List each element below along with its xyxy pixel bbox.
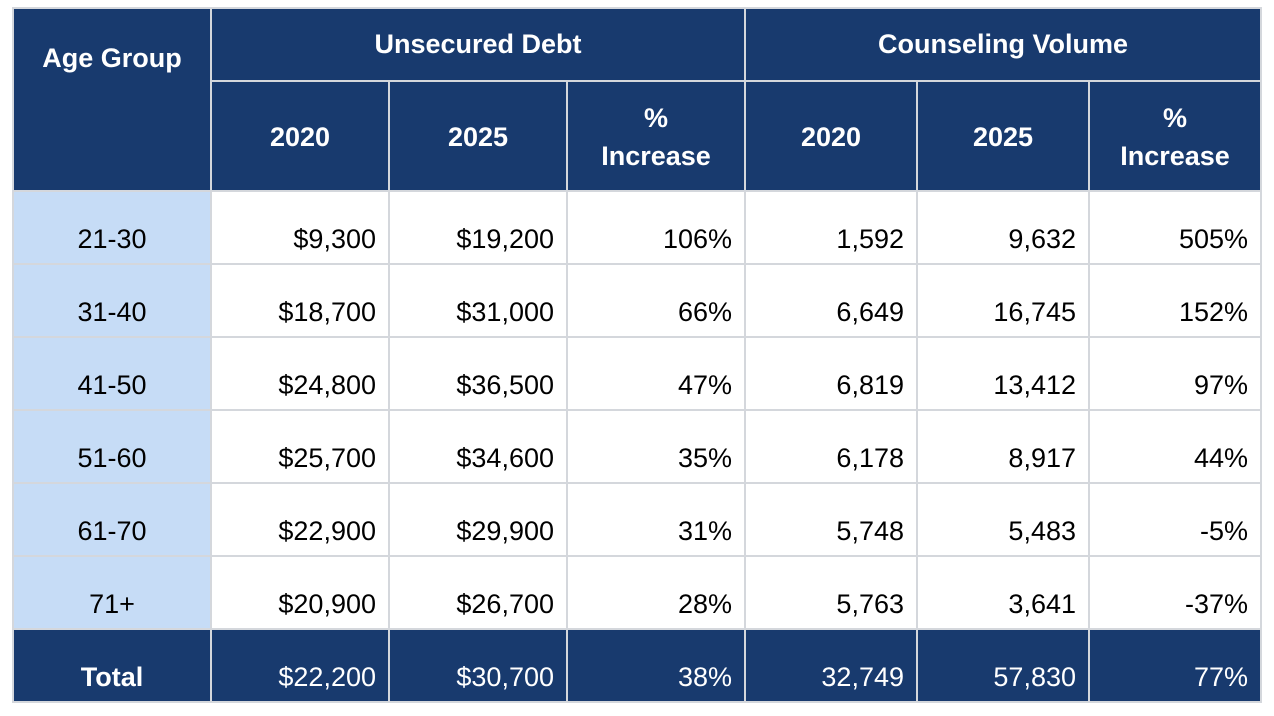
vol-2020-cell: 1,592	[744, 190, 918, 265]
debt-2020-cell: $20,900	[210, 555, 390, 630]
total-row: Total $22,200 $30,700 38% 32,749 57,830 …	[12, 628, 1263, 703]
header-debt-pct-label: Increase	[601, 141, 711, 171]
table-row: 71+ $20,900 $26,700 28% 5,763 3,641 -37%	[12, 555, 1263, 630]
debt-2025-cell: $36,500	[388, 336, 568, 411]
age-cell: 21-30	[12, 190, 212, 265]
vol-pct-cell: 152%	[1087, 263, 1263, 338]
debt-2025-cell: $29,900	[388, 482, 568, 557]
total-label: Total	[12, 628, 212, 703]
table-row: 31-40 $18,700 $31,000 66% 6,649 16,745 1…	[12, 263, 1263, 338]
debt-pct-cell: 31%	[566, 482, 746, 557]
debt-pct-cell: 28%	[566, 555, 746, 630]
table-row: 51-60 $25,700 $34,600 35% 6,178 8,917 44…	[12, 409, 1263, 484]
total-vol-2020: 32,749	[744, 628, 918, 703]
vol-2025-cell: 5,483	[916, 482, 1090, 557]
vol-pct-cell: -37%	[1087, 555, 1263, 630]
header-row-groups: Age Group Unsecured Debt Counseling Volu…	[12, 7, 1263, 192]
age-cell: 71+	[12, 555, 212, 630]
total-debt-2020: $22,200	[210, 628, 390, 703]
vol-2025-cell: 8,917	[916, 409, 1090, 484]
vol-2025-cell: 13,412	[916, 336, 1090, 411]
total-vol-pct: 77%	[1087, 628, 1263, 703]
header-debt-pct-increase: % Increase	[566, 80, 746, 192]
age-cell: 41-50	[12, 336, 212, 411]
debt-pct-cell: 35%	[566, 409, 746, 484]
vol-2020-cell: 6,819	[744, 336, 918, 411]
age-cell: 31-40	[12, 263, 212, 338]
debt-counseling-table: Age Group Unsecured Debt Counseling Volu…	[12, 7, 1263, 703]
debt-2020-cell: $24,800	[210, 336, 390, 411]
header-vol-pct-increase: % Increase	[1087, 80, 1263, 192]
header-vol-pct-label: Increase	[1120, 141, 1230, 171]
debt-2020-cell: $22,900	[210, 482, 390, 557]
vol-2025-cell: 3,641	[916, 555, 1090, 630]
total-vol-2025: 57,830	[916, 628, 1090, 703]
vol-2020-cell: 5,763	[744, 555, 918, 630]
vol-2020-cell: 5,748	[744, 482, 918, 557]
debt-2025-cell: $31,000	[388, 263, 568, 338]
vol-pct-cell: 505%	[1087, 190, 1263, 265]
table-row: 41-50 $24,800 $36,500 47% 6,819 13,412 9…	[12, 336, 1263, 411]
header-counseling-volume: Counseling Volume	[743, 7, 1263, 82]
debt-2025-cell: $26,700	[388, 555, 568, 630]
vol-pct-cell: 97%	[1087, 336, 1263, 411]
total-debt-pct: 38%	[566, 628, 746, 703]
debt-2020-cell: $18,700	[210, 263, 390, 338]
table-row: 21-30 $9,300 $19,200 106% 1,592 9,632 50…	[12, 190, 1263, 265]
debt-pct-cell: 106%	[566, 190, 746, 265]
header-debt-2020: 2020	[210, 80, 390, 192]
header-vol-2020: 2020	[744, 80, 918, 192]
age-cell: 51-60	[12, 409, 212, 484]
vol-2020-cell: 6,649	[744, 263, 918, 338]
vol-2025-cell: 9,632	[916, 190, 1090, 265]
total-debt-2025: $30,700	[388, 628, 568, 703]
header-vol-pct-symbol: %	[1163, 103, 1188, 133]
vol-2020-cell: 6,178	[744, 409, 918, 484]
header-debt-pct-symbol: %	[643, 103, 668, 133]
header-unsecured-debt: Unsecured Debt	[210, 7, 746, 82]
debt-pct-cell: 66%	[566, 263, 746, 338]
table-row: 61-70 $22,900 $29,900 31% 5,748 5,483 -5…	[12, 482, 1263, 557]
vol-pct-cell: 44%	[1087, 409, 1263, 484]
vol-2025-cell: 16,745	[916, 263, 1090, 338]
debt-2020-cell: $9,300	[210, 190, 390, 265]
header-row-columns: 2020 2025 % Increase 2020 2025 % Increase	[13, 80, 1263, 192]
debt-pct-cell: 47%	[566, 336, 746, 411]
vol-pct-cell: -5%	[1087, 482, 1263, 557]
age-cell: 61-70	[12, 482, 212, 557]
debt-2025-cell: $34,600	[388, 409, 568, 484]
header-age-group: Age Group	[12, 7, 212, 192]
header-debt-2025: 2025	[388, 80, 568, 192]
header-vol-2025: 2025	[916, 80, 1090, 192]
debt-2020-cell: $25,700	[210, 409, 390, 484]
debt-2025-cell: $19,200	[388, 190, 568, 265]
